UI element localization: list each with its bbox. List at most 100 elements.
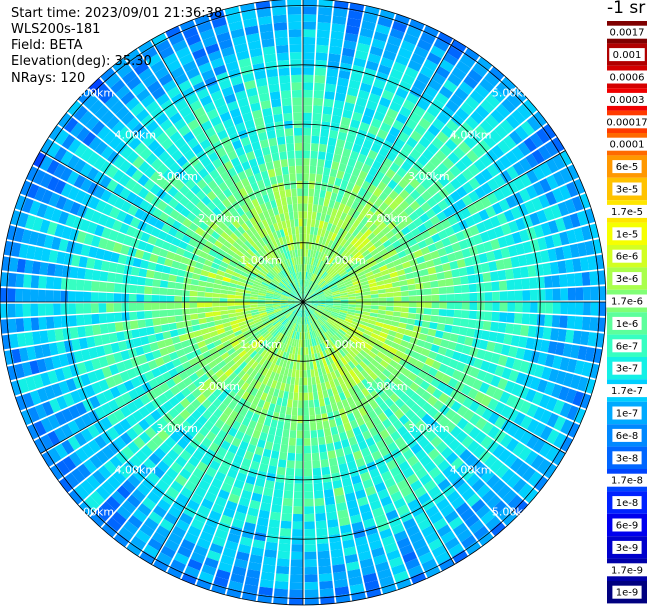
ray-gate-cell — [123, 213, 134, 225]
ray-gate-cell — [381, 89, 395, 101]
ray-gate-cell — [195, 190, 207, 201]
ray-gate-cell — [154, 219, 165, 230]
range-ring-label: 4.00km — [450, 128, 492, 141]
ray-gate-cell — [483, 311, 493, 321]
ray-gate-cell — [491, 500, 507, 515]
ray-gate-cell — [175, 46, 191, 59]
ray-gate-cell — [471, 212, 483, 224]
ray-gate-cell — [356, 243, 365, 251]
ray-gate-cell — [317, 390, 324, 400]
ray-gate-cell — [93, 420, 107, 434]
ray-gate-cell — [170, 66, 185, 79]
range-ring-label: 4.00km — [114, 464, 156, 477]
ray-gate-cell — [236, 50, 250, 61]
ray-gate-cell — [194, 432, 205, 443]
ray-gate-cell — [299, 377, 303, 386]
ray-gate-cell — [318, 197, 325, 206]
ray-gate-cell — [335, 264, 343, 272]
ray-gate-cell — [272, 14, 287, 24]
ray-gate-cell — [307, 307, 314, 314]
ray-gate-cell — [83, 459, 97, 474]
ray-gate-cell — [211, 206, 222, 217]
ray-gate-cell — [342, 148, 352, 158]
ray-gate-cell — [122, 235, 133, 246]
ray-gate-cell — [26, 423, 40, 440]
ray-gate-cell — [338, 163, 347, 173]
ray-gate-cell — [143, 294, 152, 302]
ray-gate-cell — [474, 125, 488, 139]
ray-gate-cell — [198, 62, 212, 74]
ray-gate-cell — [385, 133, 397, 144]
ray-gate-cell — [439, 86, 454, 99]
ray-gate-cell — [313, 312, 320, 318]
ray-gate-cell — [331, 260, 339, 268]
ray-gate-cell — [307, 203, 313, 212]
ray-gate-cell — [138, 463, 151, 477]
ray-gate-cell — [242, 329, 251, 337]
ray-gate-cell — [356, 342, 365, 350]
ray-gate-cell — [45, 276, 55, 289]
ray-gate-cell — [358, 339, 367, 347]
ray-gate-cell — [207, 272, 217, 279]
ray-gate-cell — [423, 253, 433, 262]
ray-gate-cell — [331, 362, 338, 371]
ray-gate-cell — [293, 280, 298, 289]
ray-gate-cell — [401, 161, 412, 172]
ray-gate-cell — [118, 526, 134, 541]
ray-gate-cell — [121, 392, 133, 405]
ray-gate-cell — [105, 376, 117, 389]
ray-gate-cell — [353, 450, 363, 461]
ray-gate-cell — [196, 179, 207, 190]
ray-gate-cell — [165, 105, 179, 119]
ray-gate-cell — [420, 201, 432, 213]
ray-gate-cell — [53, 316, 62, 329]
ray-gate-cell — [270, 450, 280, 460]
ray-gate-cell — [147, 215, 159, 227]
ray-gate-cell — [352, 228, 360, 237]
ray-gate-cell — [238, 423, 248, 434]
ray-gate-cell — [16, 258, 26, 273]
ray-gate-cell — [149, 171, 162, 183]
ray-gate-cell — [266, 433, 275, 443]
ray-gate-cell — [448, 543, 464, 557]
ray-gate-cell — [430, 280, 439, 288]
ray-gate-cell — [253, 280, 262, 286]
ray-gate-cell — [216, 269, 225, 277]
ray-gate-cell — [291, 82, 302, 91]
ray-gate-cell — [498, 280, 508, 291]
ray-gate-cell — [312, 467, 322, 476]
ray-gate-cell — [238, 278, 247, 284]
ray-gate-cell — [320, 405, 327, 415]
ray-gate-cell — [306, 233, 310, 242]
ray-gate-cell — [507, 245, 518, 257]
ray-gate-cell — [368, 410, 378, 420]
ray-gate-cell — [335, 193, 344, 203]
ray-gate-cell — [354, 332, 362, 339]
ray-gate-cell — [519, 188, 531, 203]
ray-gate-cell — [49, 398, 61, 413]
ray-gate-cell — [548, 368, 560, 383]
ray-gate-cell — [33, 345, 44, 359]
ray-gate-cell — [326, 183, 334, 193]
ray-gate-cell — [250, 256, 258, 264]
ray-gate-cell — [562, 215, 574, 230]
ray-gate-cell — [143, 179, 156, 191]
ray-gate-cell — [291, 74, 302, 83]
ray-gate-cell — [198, 167, 209, 179]
ray-gate-cell — [106, 179, 119, 193]
ray-gate-cell — [265, 234, 272, 243]
ray-gate-cell — [373, 406, 384, 416]
ray-gate-cell — [549, 261, 559, 275]
ray-gate-cell — [416, 307, 424, 314]
ray-gate-cell — [590, 286, 599, 301]
ray-gate-cell — [227, 150, 238, 161]
ray-gate-cell — [222, 547, 237, 559]
ray-gate-cell — [420, 178, 432, 190]
ray-gate-cell — [486, 164, 500, 178]
ray-gate-cell — [318, 299, 326, 302]
ray-gate-cell — [244, 576, 260, 587]
ray-gate-cell — [255, 275, 264, 282]
ray-gate-cell — [295, 302, 303, 304]
ray-gate-cell — [361, 314, 370, 320]
ray-gate-cell — [436, 323, 446, 332]
